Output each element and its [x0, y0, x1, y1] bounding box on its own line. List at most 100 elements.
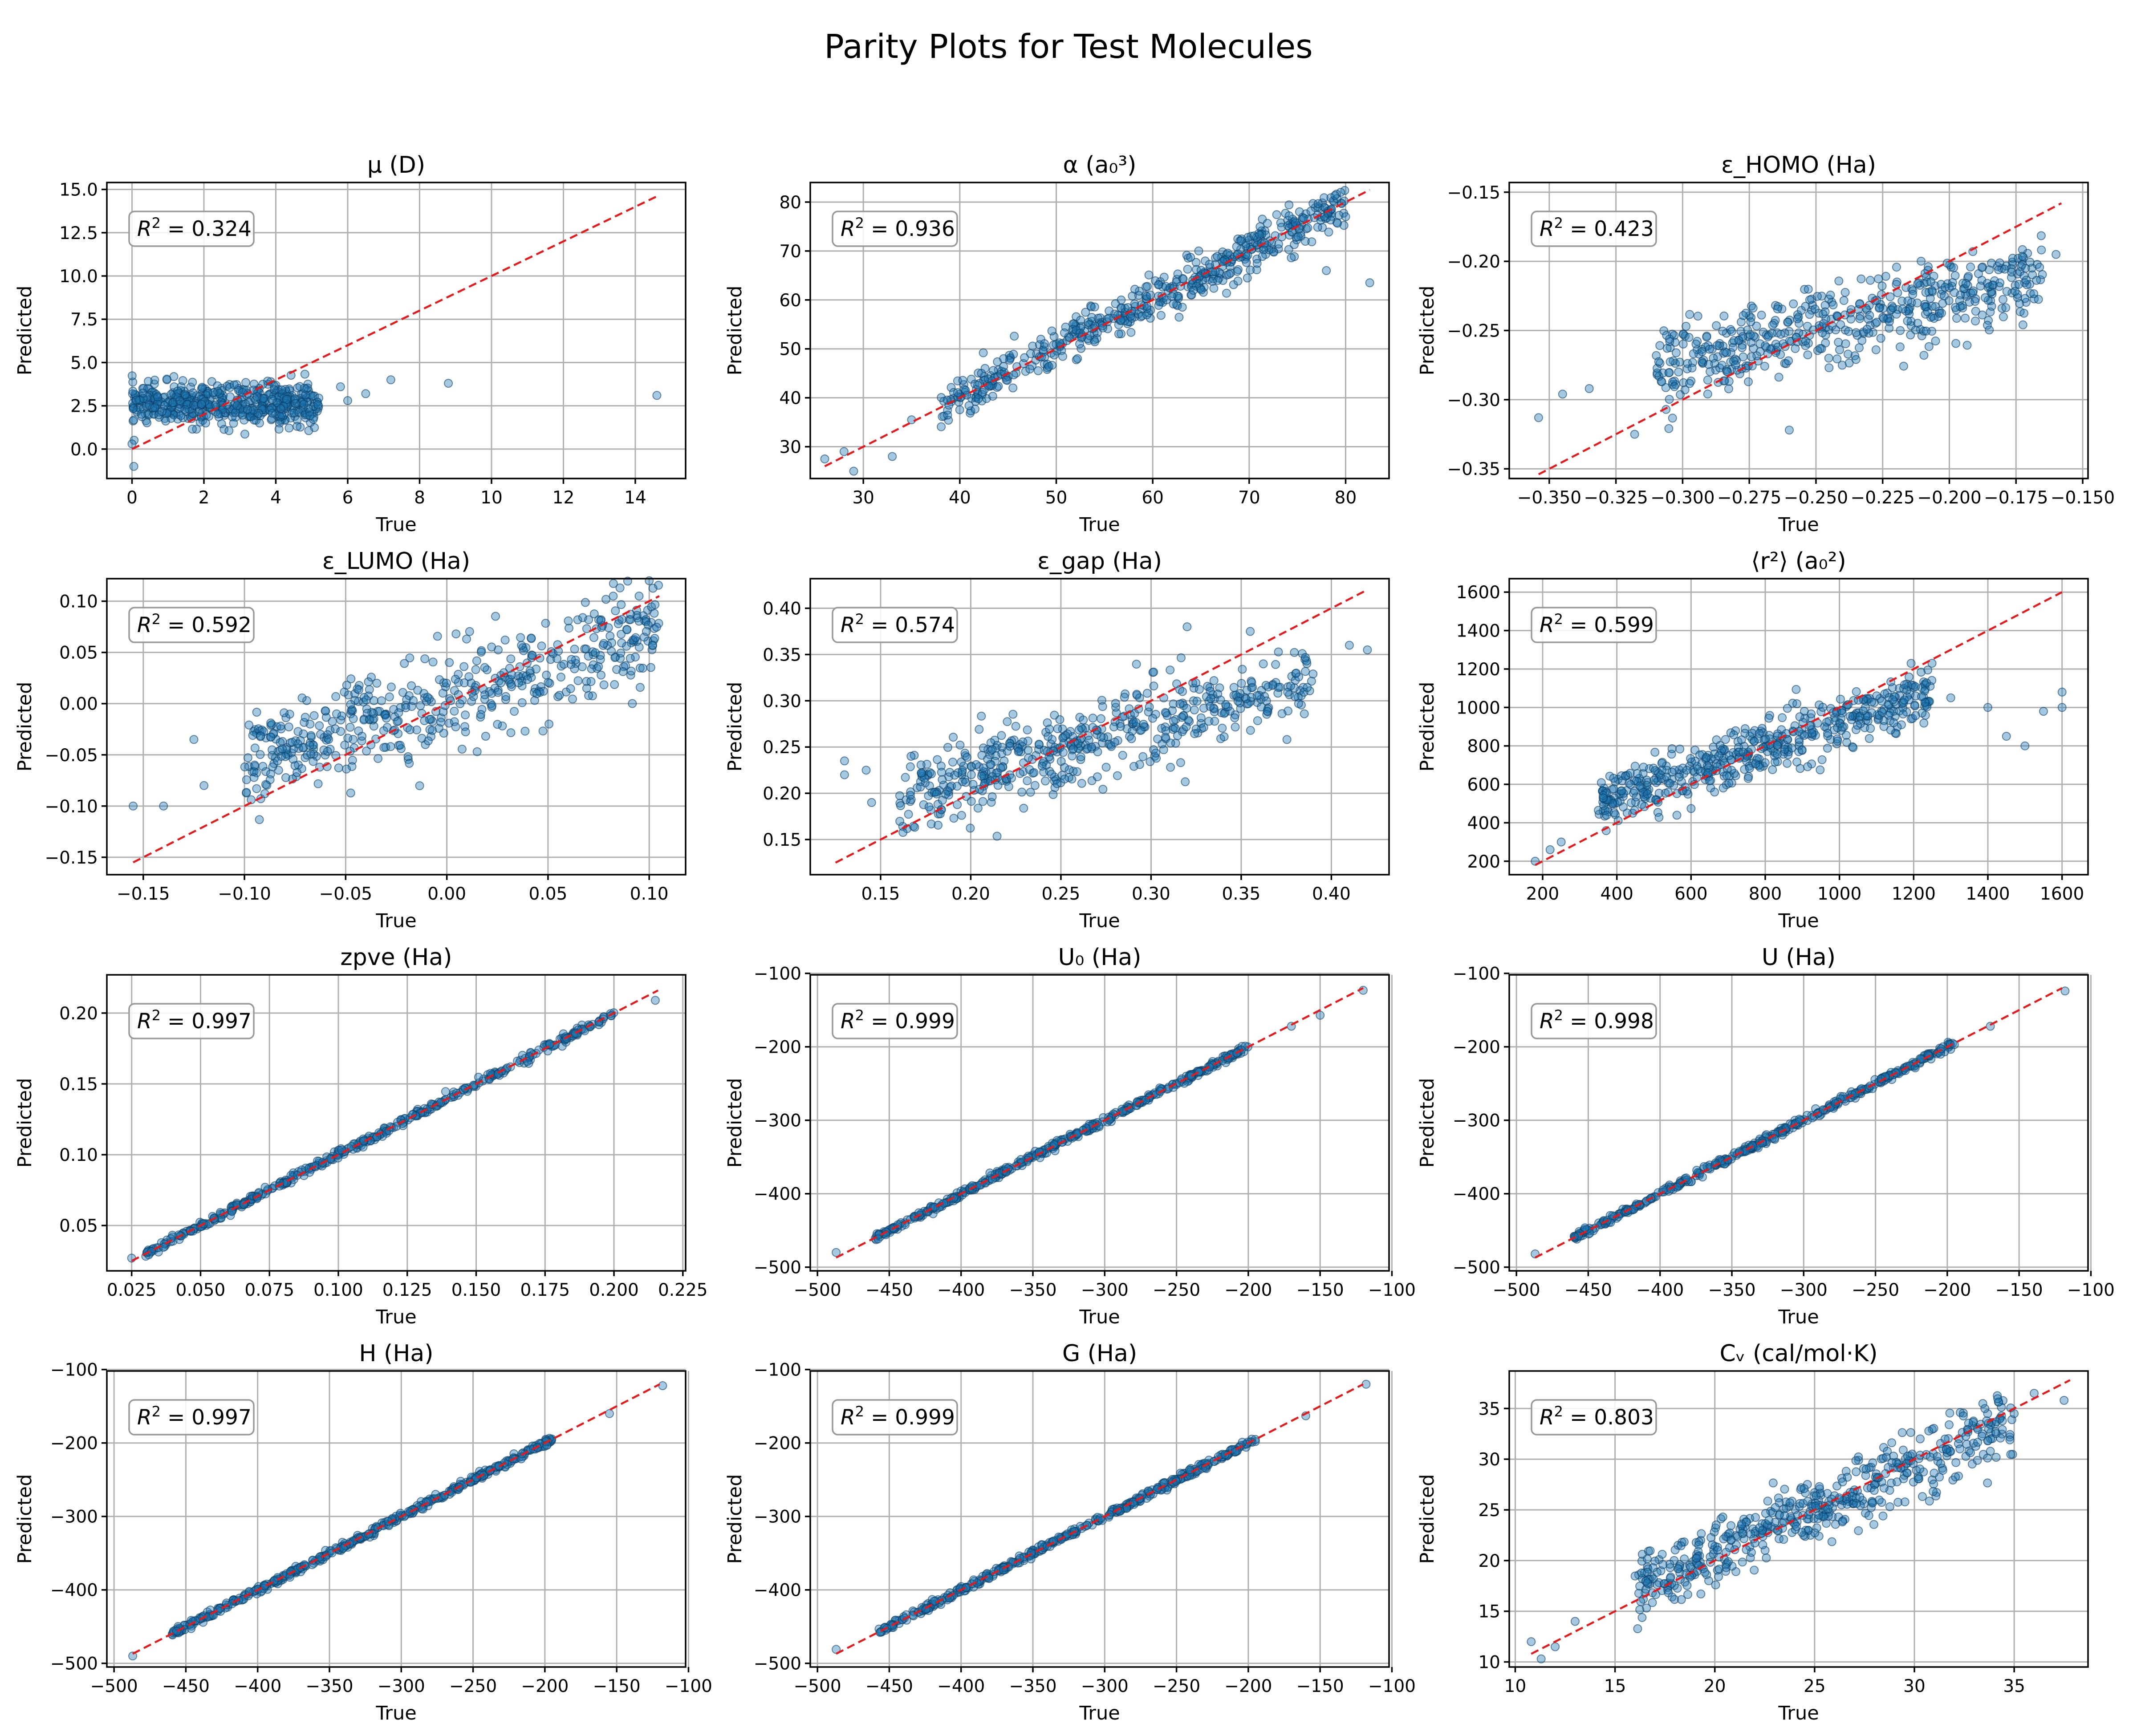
data-point — [898, 828, 908, 837]
data-point — [2000, 264, 2009, 274]
data-point — [1252, 259, 1262, 268]
data-point — [1190, 705, 1199, 714]
data-point — [1243, 273, 1252, 283]
data-point — [1189, 286, 1198, 295]
data-point — [476, 648, 486, 657]
data-point — [199, 781, 209, 790]
data-point — [1072, 325, 1081, 335]
data-point — [1835, 345, 1844, 354]
data-point — [1748, 304, 1758, 312]
data-point — [1962, 341, 1972, 350]
data-point — [1810, 304, 1820, 314]
data-point — [978, 797, 987, 806]
data-point — [1011, 722, 1020, 731]
data-point — [1341, 212, 1350, 221]
data-point — [1233, 697, 1243, 706]
data-point — [1852, 687, 1861, 696]
data-point — [1024, 746, 1033, 755]
data-point — [343, 396, 352, 405]
data-point — [1710, 787, 1719, 797]
y-tick-label: 200 — [1467, 852, 1500, 872]
x-tick-label: 0.050 — [176, 1280, 226, 1300]
data-point — [1896, 326, 1905, 335]
data-point — [1098, 702, 1107, 711]
data-point — [964, 401, 974, 410]
r2-value: 0.999 — [895, 1009, 955, 1034]
data-point — [895, 791, 904, 800]
data-point — [1176, 653, 1186, 662]
data-point — [1898, 304, 1907, 314]
data-point — [1584, 384, 1594, 393]
x-tick-label: −100 — [2067, 1280, 2115, 1300]
data-point — [555, 690, 564, 700]
data-point — [1678, 339, 1688, 349]
data-point — [209, 388, 218, 397]
data-point — [503, 1063, 512, 1073]
data-point — [952, 782, 962, 791]
data-point — [374, 754, 383, 763]
data-point — [1750, 737, 1759, 746]
data-point — [930, 1203, 939, 1212]
data-point — [1004, 782, 1013, 791]
panel-title: α (a₀³) — [1063, 152, 1137, 178]
data-point — [493, 720, 502, 729]
data-point — [1837, 708, 1847, 718]
x-tick-label: 800 — [1749, 884, 1782, 904]
data-point — [1877, 696, 1886, 706]
data-point — [2022, 276, 2031, 285]
data-point — [1242, 685, 1251, 695]
data-point — [346, 788, 355, 798]
y-tick-label: −300 — [754, 1111, 801, 1131]
data-point — [1900, 695, 1909, 705]
data-point — [1076, 752, 1085, 762]
data-point — [138, 389, 147, 397]
x-tick-label: −450 — [865, 1280, 913, 1300]
data-point — [250, 743, 260, 753]
data-point — [405, 758, 414, 768]
data-point — [1923, 307, 1932, 316]
data-point — [1767, 329, 1777, 338]
data-point — [584, 615, 593, 625]
data-point — [996, 763, 1005, 773]
y-tick-label: 0.20 — [59, 1004, 98, 1024]
data-point — [1836, 694, 1845, 704]
data-point — [1961, 313, 1970, 323]
data-point — [1692, 1166, 1702, 1175]
data-point — [1345, 641, 1354, 650]
data-point — [457, 745, 467, 754]
data-point — [1282, 735, 1292, 744]
data-point — [2034, 295, 2043, 304]
x-tick-label: 0.225 — [658, 1280, 708, 1300]
data-point — [961, 778, 971, 787]
data-point — [284, 722, 293, 731]
data-point — [1724, 384, 1733, 393]
data-point — [1126, 328, 1136, 337]
data-point — [425, 715, 434, 724]
data-point — [242, 788, 251, 797]
y-axis-label: Predicted — [14, 682, 36, 772]
data-point — [277, 385, 286, 394]
data-point — [328, 717, 337, 726]
data-point — [416, 701, 425, 710]
data-point — [1783, 704, 1792, 713]
data-point — [354, 685, 363, 694]
data-point — [1088, 714, 1097, 723]
parity-line — [131, 195, 658, 450]
data-point — [2035, 263, 2044, 272]
data-point — [274, 425, 284, 434]
data-point — [1971, 316, 1980, 326]
x-tick-label: 0.15 — [861, 884, 900, 904]
data-point — [648, 641, 657, 650]
data-point — [1114, 329, 1123, 339]
x-tick-label: 80 — [1335, 488, 1357, 508]
x-tick-label: 1000 — [1817, 884, 1861, 904]
data-point — [867, 798, 876, 807]
x-tick-label: −350 — [1009, 1280, 1056, 1300]
panel-title: U (Ha) — [1762, 944, 1836, 971]
data-point — [1703, 375, 1712, 385]
x-tick-label: 1600 — [2040, 884, 2084, 904]
data-point — [1009, 370, 1018, 380]
data-point — [178, 376, 187, 385]
data-point — [932, 789, 941, 799]
y-tick-label: −400 — [754, 1184, 801, 1205]
